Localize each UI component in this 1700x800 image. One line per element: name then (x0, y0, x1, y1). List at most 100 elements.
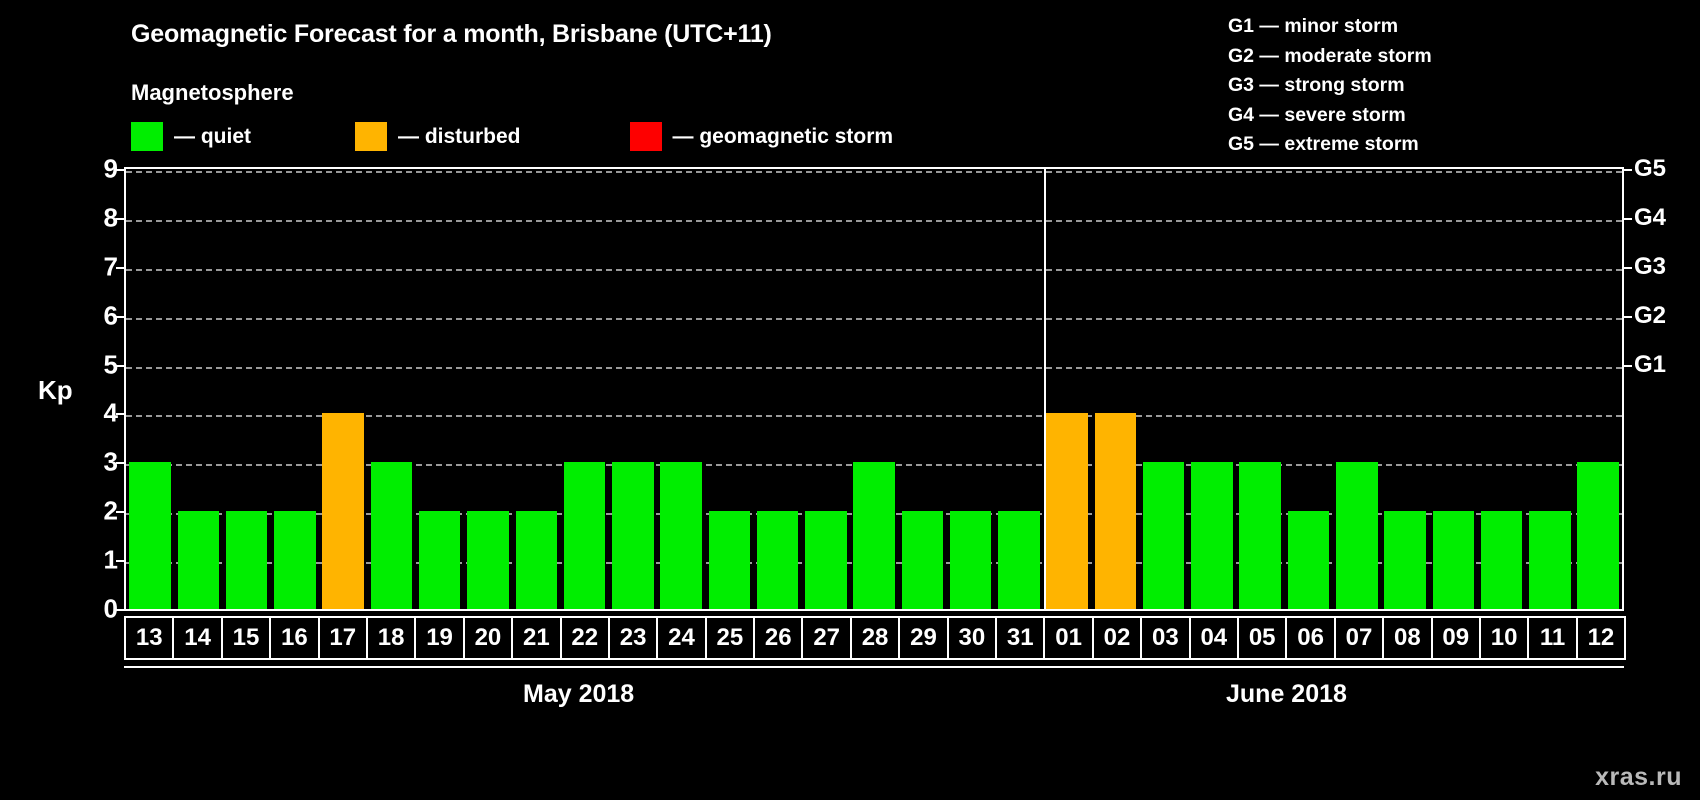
date-cell-27[interactable]: 27 (801, 616, 852, 660)
bar-27 (805, 511, 847, 609)
bar-03 (1142, 462, 1185, 609)
bar-slot (1043, 169, 1091, 609)
date-cell-20[interactable]: 20 (462, 616, 514, 660)
magnetosphere-label: Magnetosphere (131, 80, 294, 105)
g-tick-mark-G1 (1622, 364, 1632, 367)
legend-item-disturbed: — disturbed (355, 122, 521, 151)
bar-slot (850, 169, 898, 609)
date-cell-02[interactable]: 02 (1091, 616, 1143, 660)
g-tick-G1: G1 (1634, 350, 1667, 378)
bar-slot (947, 169, 995, 609)
y-tick-8: 8 (103, 202, 118, 233)
bar-slot (512, 169, 560, 609)
bar-slot (560, 169, 608, 609)
date-cell-16[interactable]: 16 (269, 616, 320, 660)
bar-24 (660, 462, 702, 609)
y-tick-mark-1 (116, 560, 125, 563)
bar-05 (1239, 462, 1281, 609)
bar-18 (370, 462, 413, 609)
y-axis-title: Kp (38, 375, 73, 405)
legend-swatch-storm (629, 122, 662, 151)
bar-slot (1091, 169, 1139, 609)
bar-slot (802, 169, 850, 609)
y-tick-3: 3 (103, 446, 118, 477)
date-cell-28[interactable]: 28 (849, 616, 901, 660)
date-cell-15[interactable]: 15 (220, 616, 272, 660)
date-cell-18[interactable]: 18 (365, 616, 417, 660)
legend-label-disturbed: — disturbed (398, 124, 521, 148)
date-cell-26[interactable]: 26 (753, 616, 804, 660)
date-cell-06[interactable]: 06 (1285, 616, 1336, 660)
date-cell-22[interactable]: 22 (559, 616, 610, 660)
bar-slot (464, 169, 512, 609)
bar-slot (705, 169, 753, 609)
date-cell-19[interactable]: 19 (414, 616, 465, 660)
gridline-kp-9 (126, 171, 1622, 173)
date-cell-01[interactable]: 01 (1043, 616, 1094, 660)
date-cell-14[interactable]: 14 (172, 616, 223, 660)
bar-20 (467, 511, 509, 609)
date-cell-24[interactable]: 24 (656, 616, 707, 660)
y-tick-1: 1 (103, 544, 118, 575)
y-tick-mark-4 (116, 413, 125, 416)
date-cell-17[interactable]: 17 (317, 616, 368, 660)
date-cell-10[interactable]: 10 (1478, 616, 1530, 660)
g-scale-line-3: G3 — strong storm (1228, 74, 1405, 96)
bar-slot (995, 169, 1043, 609)
gridline-kp-5 (126, 366, 1622, 369)
y-tick-0: 0 (103, 593, 118, 624)
date-cell-31[interactable]: 31 (995, 616, 1046, 660)
date-cell-08[interactable]: 08 (1382, 616, 1433, 660)
bar-21 (515, 511, 557, 609)
bar-slot (1574, 169, 1622, 609)
month-divider (1044, 169, 1047, 609)
bar-slot (753, 169, 801, 609)
g-tick-G3: G3 (1634, 252, 1667, 280)
y-tick-mark-7 (116, 266, 125, 269)
y-tick-2: 2 (103, 495, 118, 526)
y-tick-mark-2 (116, 511, 125, 514)
date-cell-09[interactable]: 09 (1430, 616, 1481, 660)
y-tick-mark-9 (116, 169, 125, 171)
y-tick-5: 5 (103, 349, 118, 380)
bar-06 (1287, 511, 1330, 609)
bar-slot (898, 169, 946, 609)
bar-slot (367, 169, 415, 609)
bar-26 (756, 511, 799, 609)
date-cell-23[interactable]: 23 (607, 616, 659, 660)
bar-slot (1284, 169, 1332, 609)
bar-17 (322, 413, 364, 609)
date-cell-12[interactable]: 12 (1575, 616, 1627, 660)
legend-label-storm: — geomagnetic storm (672, 124, 894, 148)
g-tick-G2: G2 (1634, 301, 1667, 329)
bar-23 (612, 462, 654, 609)
legend-label-quiet: — quiet (174, 124, 251, 148)
g-axis-tick-labels: G1 G2 G3 G4 G5 (1634, 155, 1694, 611)
date-cell-13[interactable]: 13 (124, 616, 175, 660)
y-tick-9: 9 (103, 153, 118, 184)
date-cell-11[interactable]: 11 (1527, 616, 1578, 660)
date-cell-05[interactable]: 05 (1236, 616, 1288, 660)
date-cell-25[interactable]: 25 (704, 616, 756, 660)
bar-10 (1480, 511, 1523, 609)
y-tick-7: 7 (103, 251, 118, 282)
bar-slot (174, 169, 222, 609)
bar-slot (1236, 169, 1284, 609)
bar-22 (563, 462, 606, 609)
bar-slot (609, 169, 657, 609)
bar-slot (1477, 169, 1525, 609)
date-cell-03[interactable]: 03 (1140, 616, 1191, 660)
bar-slot (1526, 169, 1574, 609)
bar-25 (708, 511, 751, 609)
date-cell-30[interactable]: 30 (946, 616, 998, 660)
date-cell-29[interactable]: 29 (898, 616, 949, 660)
date-cell-07[interactable]: 07 (1333, 616, 1385, 660)
bar-09 (1432, 511, 1475, 609)
y-tick-mark-8 (116, 217, 125, 220)
bar-28 (853, 462, 895, 609)
date-cell-21[interactable]: 21 (511, 616, 562, 660)
g-scale-line-2: G2 — moderate storm (1228, 44, 1432, 67)
bar-29 (901, 511, 944, 609)
g-scale-line-5: G5 — extreme storm (1228, 133, 1419, 155)
date-cell-04[interactable]: 04 (1188, 616, 1239, 660)
